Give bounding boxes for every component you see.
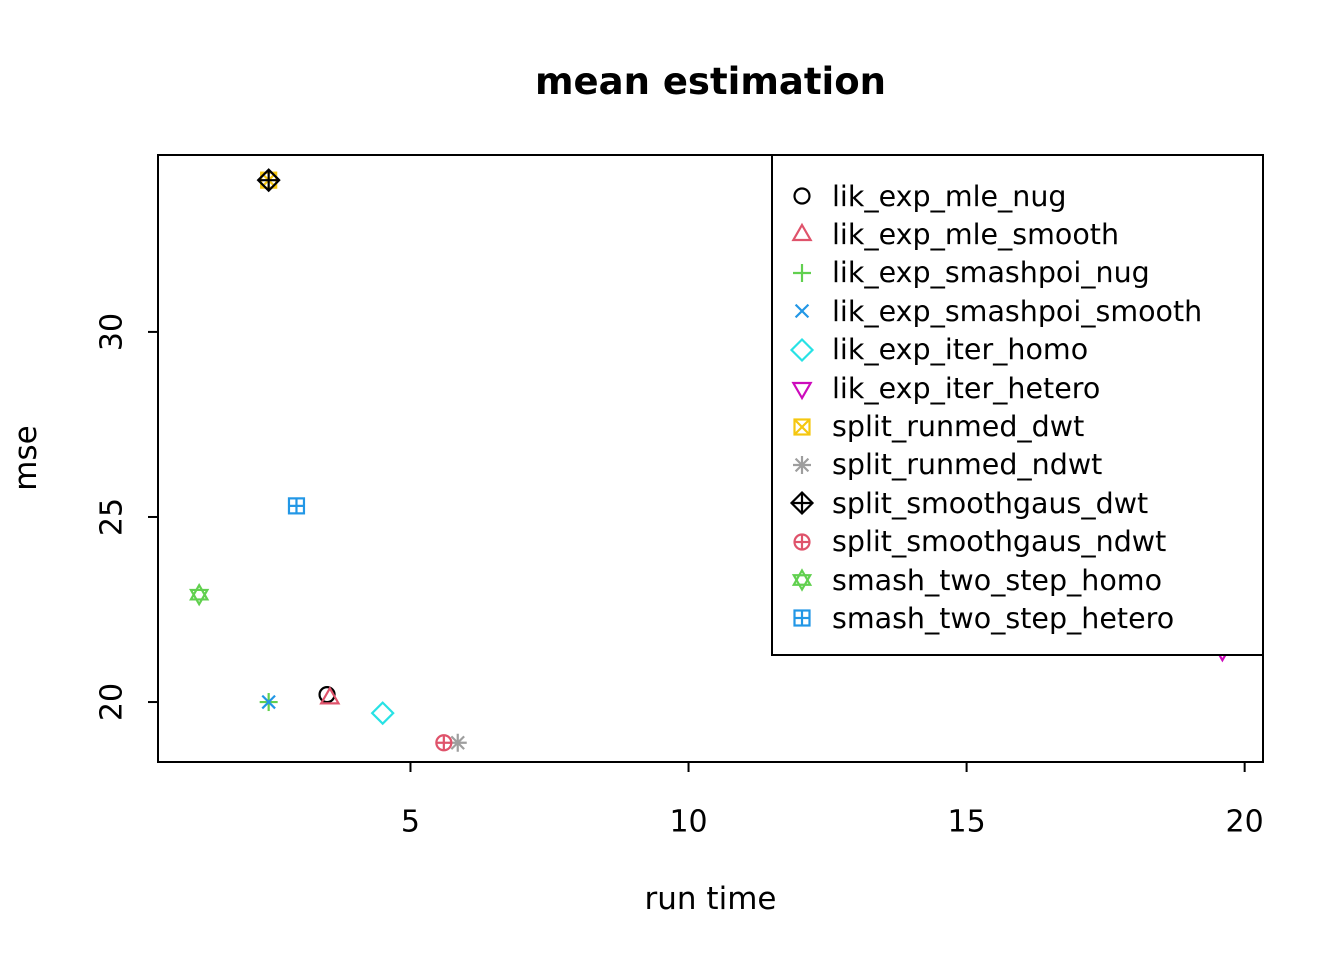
marker-lik_exp_iter_homo xyxy=(370,701,395,726)
legend-label: lik_exp_smashpoi_smooth xyxy=(832,294,1203,328)
legend-label: lik_exp_iter_hetero xyxy=(832,371,1101,405)
legend-symbol-split_runmed_dwt xyxy=(793,417,811,436)
legend-symbol-smash_two_step_homo xyxy=(791,568,813,586)
legend-symbol-diamond-plus-icon xyxy=(789,491,815,516)
legend-item-split_smoothgaus_ndwt: split_smoothgaus_ndwt xyxy=(773,523,1262,561)
marker-smash_two_step_homo xyxy=(189,588,210,607)
marker-lik_exp_smashpoi_smooth xyxy=(261,694,276,710)
legend-label: split_smoothgaus_ndwt xyxy=(832,525,1167,559)
legend-label: lik_exp_mle_smooth xyxy=(832,218,1120,252)
legend-symbol-lik_exp_smashpoi_smooth xyxy=(794,304,810,319)
legend-box: lik_exp_mle_nug lik_exp_mle_smooth lik_exp… xyxy=(771,154,1264,656)
x-tick-label: 10 xyxy=(669,804,708,840)
x-tick-label: 15 xyxy=(947,804,986,840)
legend-label: split_smoothgaus_dwt xyxy=(832,486,1149,520)
legend-label: split_runmed_ndwt xyxy=(832,448,1103,482)
legend-symbol-split_runmed_ndwt xyxy=(794,457,810,473)
legend-label: smash_two_step_hetero xyxy=(832,601,1175,635)
legend-item-lik_exp_smashpoi_smooth: lik_exp_smashpoi_smooth xyxy=(773,292,1262,330)
legend-symbol-diamond-icon xyxy=(789,337,815,362)
marker-lik_exp_mle_smooth xyxy=(319,686,341,705)
legend-item-split_smoothgaus_dwt: split_smoothgaus_dwt xyxy=(773,484,1262,522)
legend-symbol-lik_exp_iter_homo xyxy=(789,337,815,362)
legend-label: lik_exp_smashpoi_nug xyxy=(832,256,1150,290)
legend-item-smash_two_step_hetero: smash_two_step_hetero xyxy=(773,599,1262,637)
marker-split_smoothgaus_ndwt xyxy=(435,734,453,752)
legend-item-smash_two_step_homo: smash_two_step_homo xyxy=(773,561,1262,599)
y-axis-label: mse xyxy=(8,425,44,491)
x-tick-label: 20 xyxy=(1225,804,1264,840)
marker-smash_two_step_homo xyxy=(189,582,210,607)
marker-smash_two_step_hetero xyxy=(287,497,306,515)
legend-item-lik_exp_iter_hetero: lik_exp_iter_hetero xyxy=(773,369,1262,407)
marker-lik_exp_smashpoi_smooth xyxy=(261,694,276,710)
legend-symbol-square-x-icon xyxy=(793,417,811,436)
y-tick-label: 20 xyxy=(94,682,130,722)
legend-symbol-triangle-up-icon xyxy=(791,222,813,241)
legend-item-lik_exp_mle_nug: lik_exp_mle_nug xyxy=(773,177,1262,215)
legend-symbol-smash_two_step_homo xyxy=(791,574,813,592)
legend-item-split_runmed_dwt: split_runmed_dwt xyxy=(773,407,1262,445)
y-tick-label: 25 xyxy=(94,497,130,537)
legend-label: lik_exp_mle_nug xyxy=(832,179,1067,213)
legend-symbol-circle-plus-icon xyxy=(793,533,811,551)
legend-symbol-triangle-down-icon xyxy=(791,382,813,401)
legend-item-lik_exp_smashpoi_nug: lik_exp_smashpoi_nug xyxy=(773,254,1262,292)
legend-label: split_runmed_dwt xyxy=(832,410,1085,444)
x-tick-label: 5 xyxy=(400,804,421,840)
legend-symbol-lik_exp_mle_nug xyxy=(793,187,811,205)
legend-label: lik_exp_iter_homo xyxy=(832,333,1089,367)
legend-symbol-star-icon xyxy=(791,568,813,592)
legend-symbol-x-icon xyxy=(794,304,810,319)
legend-symbol-circle-icon xyxy=(793,187,811,205)
marker-lik_exp_mle_smooth xyxy=(319,686,341,705)
marker-smash_two_step_homo xyxy=(189,582,210,601)
marker-split_runmed_ndwt xyxy=(450,735,465,750)
x-axis-label: run time xyxy=(644,881,777,917)
legend-item-lik_exp_iter_homo: lik_exp_iter_homo xyxy=(773,331,1262,369)
marker-split_smoothgaus_dwt xyxy=(256,168,281,193)
legend-label: smash_two_step_homo xyxy=(832,563,1163,597)
legend-symbol-lik_exp_mle_smooth xyxy=(791,222,813,241)
marker-lik_exp_iter_homo xyxy=(370,701,395,726)
legend-symbol-plus-icon xyxy=(793,263,811,282)
legend-item-split_runmed_ndwt: split_runmed_ndwt xyxy=(773,446,1262,484)
legend-symbol-asterisk-icon xyxy=(793,455,811,474)
legend-symbol-square-plus-icon xyxy=(793,609,811,628)
legend-symbol-lik_exp_iter_hetero xyxy=(791,382,813,401)
legend-symbol-split_runmed_dwt xyxy=(793,418,811,435)
legend-item-lik_exp_mle_smooth: lik_exp_mle_smooth xyxy=(773,215,1262,253)
chart-title: mean estimation xyxy=(535,60,886,103)
y-tick-label: 30 xyxy=(94,312,130,351)
